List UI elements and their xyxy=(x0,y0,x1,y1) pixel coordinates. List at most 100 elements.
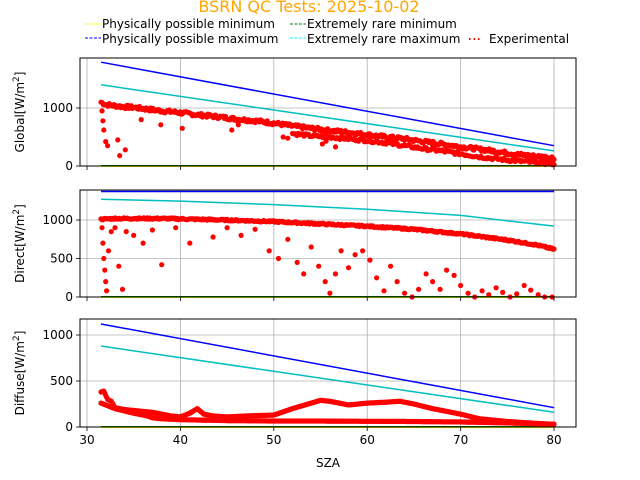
experimental-point xyxy=(493,285,499,291)
experimental-point xyxy=(100,240,106,246)
experimental-point xyxy=(374,275,380,281)
series-extremely-rare-maximum xyxy=(100,198,555,227)
legend: Physically possible minimum Physically p… xyxy=(85,17,569,46)
experimental-point xyxy=(388,263,394,269)
legend-entry-phys-max[interactable]: Physically possible maximum xyxy=(85,32,278,46)
legend-label-experimental: Experimental xyxy=(489,32,569,46)
legend-entry-rare-max[interactable]: Extremely rare maximum xyxy=(290,32,460,46)
y-axis-label-text: Direct[W/m xyxy=(13,215,27,283)
experimental-point xyxy=(316,263,322,269)
y-axis-label: Global[W/m2] xyxy=(12,72,27,153)
experimental-point xyxy=(551,246,557,252)
experimental-point xyxy=(345,265,352,271)
panel-direct: 0 500 1000 Direct[W/m2] xyxy=(12,189,577,304)
experimental-point xyxy=(149,227,155,233)
chart-title: BSRN QC Tests: 2025-10-02 xyxy=(198,0,419,16)
experimental-point xyxy=(103,139,109,145)
experimental-point xyxy=(140,240,146,246)
experimental-point xyxy=(179,125,185,131)
experimental-point xyxy=(266,248,272,254)
legend-entry-rare-min[interactable]: Extremely rare minimum xyxy=(290,17,457,31)
experimental-point xyxy=(416,286,422,292)
panels: 01000Global[W/m2]05001000Direct[W/m2]050… xyxy=(12,57,577,447)
experimental-point xyxy=(423,271,429,277)
y-tick-label: 500 xyxy=(50,374,73,388)
axes-frame xyxy=(79,318,577,428)
legend-entry-phys-min[interactable]: Physically possible minimum xyxy=(85,17,275,31)
x-axis-label: SZA xyxy=(316,456,341,470)
experimental-point xyxy=(112,225,118,231)
x-tick-label: 60 xyxy=(360,433,375,447)
y-axis-label-text: Diffuse[W/m xyxy=(13,341,27,415)
experimental-point xyxy=(323,138,329,144)
panel-diffuse: 0 500 1000 Diffuse[W/m2] 30 40 50 60 70 80 xyxy=(12,318,577,447)
experimental-point xyxy=(238,232,244,238)
legend-label-rare-max: Extremely rare maximum xyxy=(307,32,460,46)
experimental-point xyxy=(173,225,179,231)
experimental-point xyxy=(116,263,122,269)
experimental-point xyxy=(500,289,506,295)
legend-label-phys-max: Physically possible maximum xyxy=(102,32,278,46)
y-axis-label-superscript: 2 xyxy=(12,76,22,82)
series-extremely-rare-maximum xyxy=(100,345,555,414)
y-tick-label: 1000 xyxy=(42,213,73,227)
experimental-point xyxy=(367,257,373,263)
experimental-point xyxy=(187,240,193,246)
axes-frame xyxy=(79,189,577,298)
series-experimental xyxy=(98,215,557,300)
experimental-point xyxy=(99,225,105,231)
experimental-point xyxy=(322,279,328,285)
experimental-point xyxy=(99,108,105,114)
experimental-point xyxy=(352,252,358,258)
x-tick-label: 80 xyxy=(546,433,561,447)
series-extremely-rare-maximum xyxy=(100,84,555,152)
experimental-point xyxy=(332,144,339,150)
y-tick-label: 0 xyxy=(65,159,73,173)
experimental-point xyxy=(332,271,339,277)
experimental-point xyxy=(437,286,443,292)
legend-entry-experimental[interactable]: Experimental xyxy=(469,32,569,46)
experimental-point xyxy=(210,234,216,240)
experimental-point xyxy=(101,255,107,262)
experimental-point xyxy=(280,134,286,140)
panel-global: 0 1000 Global[W/m2] xyxy=(12,57,577,173)
legend-label-phys-min: Physically possible minimum xyxy=(102,17,275,31)
experimental-point xyxy=(105,143,111,149)
experimental-point xyxy=(285,236,291,242)
experimental-point xyxy=(301,271,307,277)
series-experimental xyxy=(98,388,557,427)
experimental-point xyxy=(521,282,527,289)
legend-label-rare-min: Extremely rare minimum xyxy=(307,17,457,31)
experimental-point xyxy=(103,279,109,285)
experimental-point xyxy=(285,135,291,141)
experimental-point xyxy=(104,288,110,294)
experimental-point xyxy=(138,117,144,123)
experimental-point xyxy=(131,232,137,238)
experimental-point xyxy=(327,290,333,296)
experimental-point xyxy=(235,122,241,128)
experimental-point xyxy=(122,147,128,153)
experimental-point xyxy=(458,282,464,289)
experimental-point xyxy=(308,244,314,250)
y-tick-label: 500 xyxy=(50,252,73,266)
series-physically-possible-maximum xyxy=(100,61,555,147)
experimental-point xyxy=(341,135,347,141)
experimental-point xyxy=(514,291,520,297)
experimental-point xyxy=(465,290,471,296)
experimental-point xyxy=(528,287,534,293)
axes-frame xyxy=(79,57,577,167)
experimental-point xyxy=(159,262,165,268)
series-experimental xyxy=(98,99,557,168)
y-axis-label: Diffuse[W/m2] xyxy=(12,331,27,416)
experimental-point xyxy=(535,292,541,298)
experimental-point xyxy=(275,255,282,262)
experimental-point xyxy=(119,286,126,292)
experimental-point xyxy=(402,290,408,296)
y-axis-label-superscript: 2 xyxy=(12,209,22,215)
y-tick-label: 0 xyxy=(65,290,73,304)
x-tick-label: 30 xyxy=(79,433,94,447)
experimental-point xyxy=(158,122,164,128)
experimental-point xyxy=(108,229,114,235)
y-axis-label-bracket: ] xyxy=(13,72,27,77)
